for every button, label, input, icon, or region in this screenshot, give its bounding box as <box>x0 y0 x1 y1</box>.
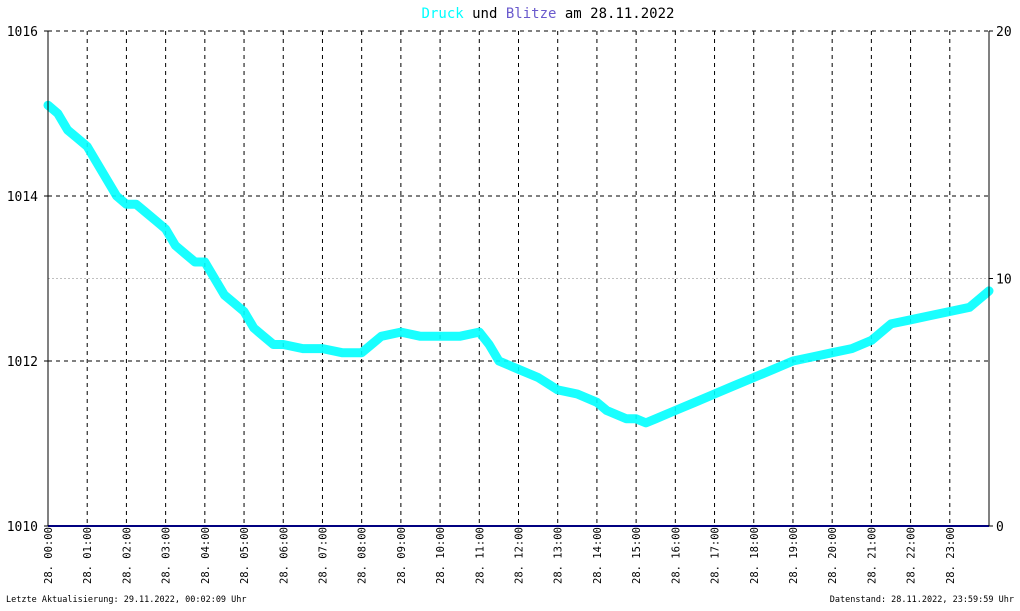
x-tick-label: 28. 07:00 <box>317 527 329 584</box>
x-tick-label: 28. 01:00 <box>82 527 94 584</box>
title-blitze: Blitze <box>506 6 557 22</box>
x-tick-label: 28. 15:00 <box>631 527 643 584</box>
left-tick-label: 1014 <box>7 190 38 205</box>
title-date: am 28.11.2022 <box>556 6 674 22</box>
series-druck-line <box>43 100 994 428</box>
x-tick-label: 28. 23:00 <box>945 527 957 584</box>
left-tick-label: 1012 <box>7 355 38 370</box>
x-tick-label: 28. 09:00 <box>396 527 408 584</box>
x-tick-label: 28. 00:00 <box>43 527 55 584</box>
x-tick-label: 28. 14:00 <box>592 527 604 584</box>
x-tick-label: 28. 02:00 <box>121 527 133 584</box>
x-tick-label: 28. 10:00 <box>435 527 447 584</box>
x-tick-label: 28. 18:00 <box>749 527 761 584</box>
right-tick-label: 20 <box>996 25 1012 40</box>
x-tick-label: 28. 05:00 <box>239 527 251 584</box>
x-tick-label: 28. 12:00 <box>514 527 526 584</box>
left-axis: 1010 1012 1014 1016 <box>7 25 48 535</box>
right-tick-label: 10 <box>996 273 1012 288</box>
x-tick-label: 28. 20:00 <box>827 527 839 584</box>
x-tick-label: 28. 16:00 <box>670 527 682 584</box>
x-tick-label: 28. 04:00 <box>200 527 212 584</box>
x-tick-label: 28. 17:00 <box>710 527 722 584</box>
x-tick-label: 28. 03:00 <box>161 527 173 584</box>
title-druck: Druck <box>422 6 465 22</box>
x-tick-label: 28. 21:00 <box>866 527 878 584</box>
x-tick-label: 28. 11:00 <box>474 527 486 584</box>
x-tick-label: 28. 08:00 <box>357 527 369 584</box>
x-tick-label: 28. 22:00 <box>906 527 918 584</box>
chart-title: Druck und Blitze am 28.11.2022 <box>422 6 675 22</box>
footer-data-state: Datenstand: 28.11.2022, 23:59:59 Uhr <box>830 595 1014 605</box>
title-und: und <box>464 6 506 22</box>
x-tick-label: 28. 13:00 <box>553 527 565 584</box>
footer-last-update: Letzte Aktualisierung: 29.11.2022, 00:02… <box>6 595 247 605</box>
left-tick-label: 1010 <box>7 520 38 535</box>
x-tick-label: 28. 06:00 <box>278 527 290 584</box>
x-axis: 28. 00:00 28. 01:00 28. 02:00 28. 03:00 28. … <box>43 527 957 584</box>
left-tick-label: 1016 <box>7 25 38 40</box>
right-tick-label: 0 <box>996 520 1004 535</box>
right-axis: 0 10 20 <box>989 25 1012 535</box>
grid-lines <box>48 30 989 526</box>
x-tick-label: 28. 19:00 <box>788 527 800 584</box>
plot-area <box>43 100 994 527</box>
